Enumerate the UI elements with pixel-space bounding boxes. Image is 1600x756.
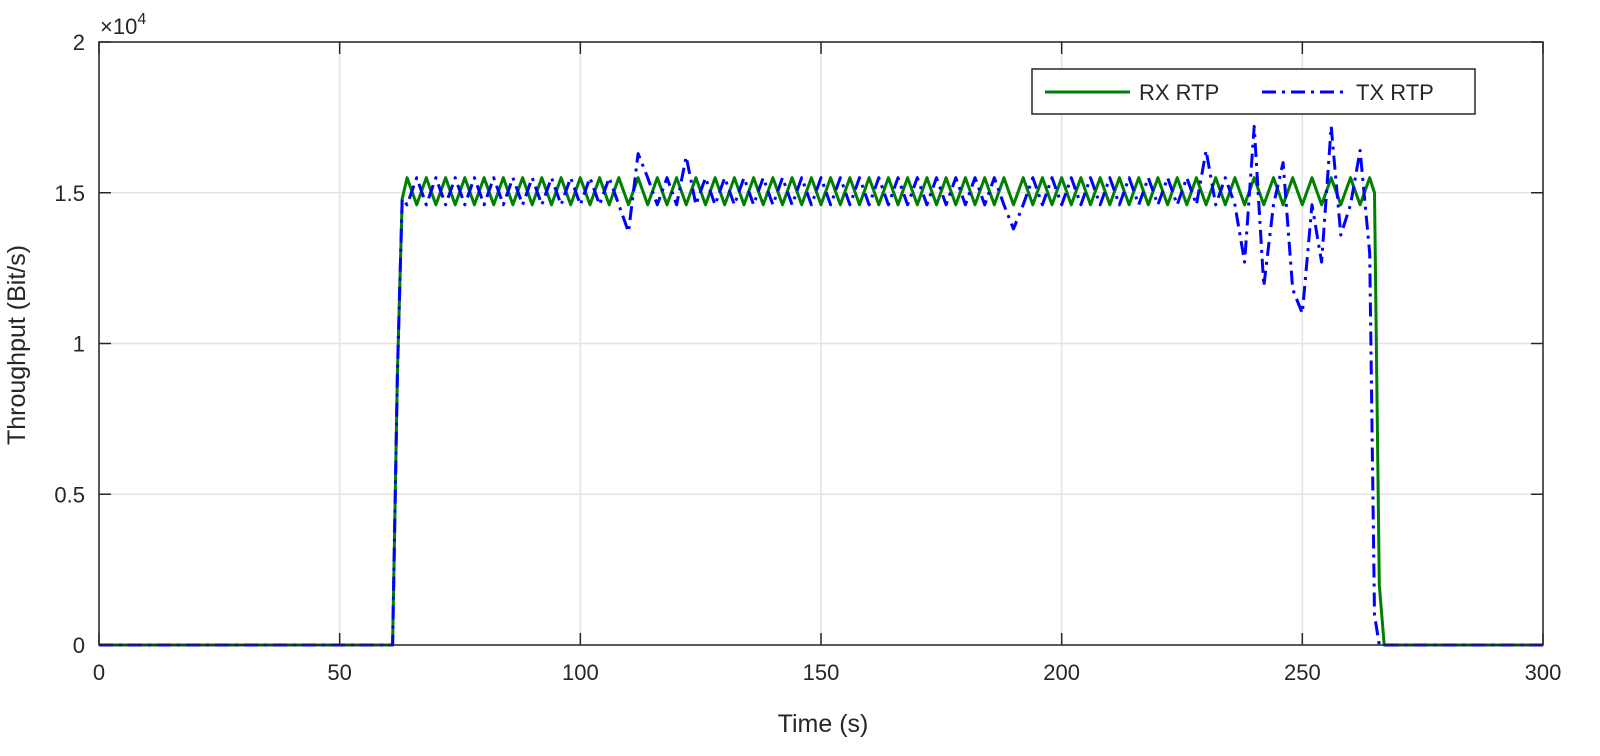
y-tick-label: 1.5 xyxy=(54,181,85,206)
x-tick-label: 50 xyxy=(327,660,351,685)
series-lines xyxy=(99,124,1543,647)
y-tick-label: 0 xyxy=(73,633,85,658)
legend-label-tx-rtp: TX RTP xyxy=(1356,80,1434,105)
y-axis-label: Throughput (Bit/s) xyxy=(3,245,31,445)
grid-lines xyxy=(98,41,1544,646)
y-tick-label: 1 xyxy=(73,332,85,357)
x-tick-label: 250 xyxy=(1284,660,1321,685)
axis-ticks: 0 50 100 150 200 250 300 0 0.5 1 1.5 2 xyxy=(54,30,1561,685)
y-tick-label: 2 xyxy=(73,30,85,55)
legend-label-rx-rtp: RX RTP xyxy=(1139,80,1219,105)
x-tick-label: 100 xyxy=(562,660,599,685)
x-tick-label: 200 xyxy=(1043,660,1080,685)
x-tick-label: 150 xyxy=(803,660,840,685)
legend: RX RTP TX RTP xyxy=(1031,68,1476,115)
series-line-tx-rtp xyxy=(99,124,1543,647)
y-tick-label: 0.5 xyxy=(54,482,85,507)
x-axis-label: Time (s) xyxy=(778,710,869,738)
x-tick-label: 300 xyxy=(1525,660,1562,685)
x-tick-label: 0 xyxy=(93,660,105,685)
y-exponent-label: ×104 xyxy=(100,11,146,39)
